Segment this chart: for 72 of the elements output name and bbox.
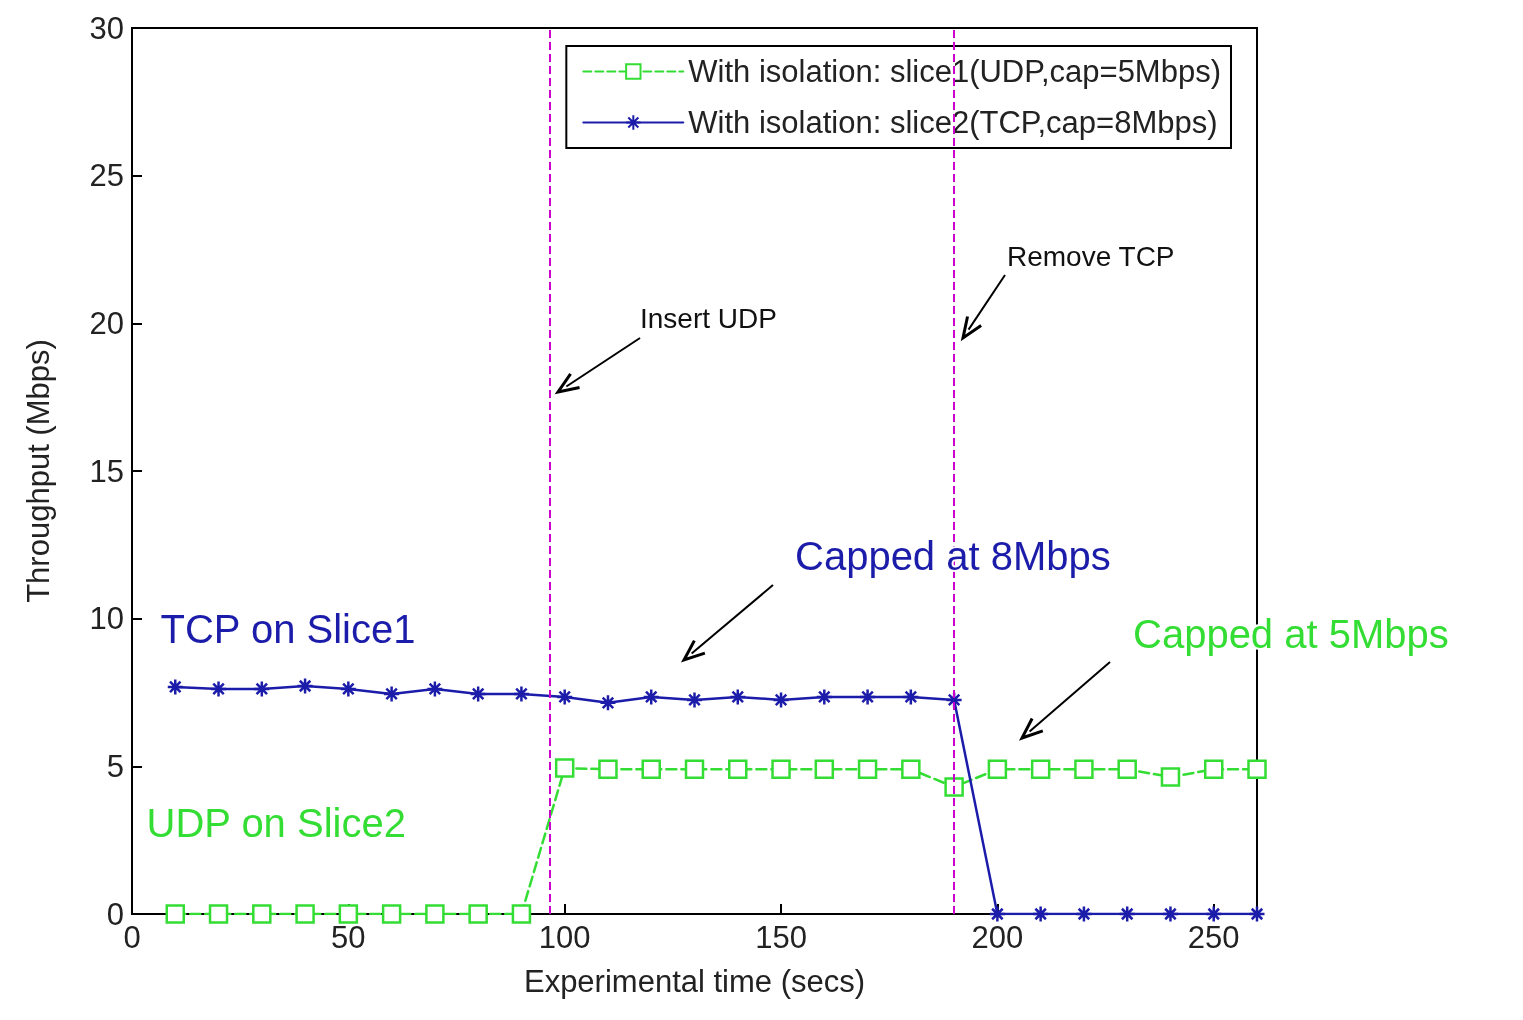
point xyxy=(1248,905,1266,923)
point xyxy=(858,688,877,706)
point xyxy=(1030,759,1051,780)
y-tick-label: 10 xyxy=(89,601,124,637)
point xyxy=(208,904,229,924)
point xyxy=(554,758,575,778)
x-tick-label: 100 xyxy=(538,920,591,955)
x-axis-title: Experimental time (secs) xyxy=(523,964,866,999)
point xyxy=(598,759,618,780)
point xyxy=(772,691,790,709)
y-tick-label: 20 xyxy=(89,305,124,341)
point xyxy=(1204,905,1223,923)
x-tick-label: 200 xyxy=(971,920,1024,955)
point xyxy=(468,904,488,924)
point xyxy=(339,680,358,698)
point xyxy=(987,759,1008,780)
point xyxy=(1031,905,1050,923)
point xyxy=(426,680,444,698)
point xyxy=(1118,905,1136,923)
point xyxy=(1161,905,1180,923)
point xyxy=(209,680,228,698)
point xyxy=(988,905,1007,923)
annotation: Remove TCP xyxy=(1007,241,1175,272)
point xyxy=(1160,767,1181,787)
point xyxy=(857,759,878,780)
point xyxy=(729,688,747,706)
point xyxy=(381,904,402,924)
point xyxy=(425,904,445,924)
point xyxy=(1203,759,1224,780)
point xyxy=(1074,759,1094,780)
x-tick-label: 250 xyxy=(1187,920,1240,955)
point xyxy=(901,759,921,780)
legend-label: With isolation: slice2(TCP,cap=8Mbps) xyxy=(688,105,1218,140)
y-tick-label: 30 xyxy=(89,10,124,46)
point xyxy=(338,904,359,924)
y-tick-label: 5 xyxy=(106,748,124,784)
y-tick-label: 15 xyxy=(89,453,124,489)
y-tick-label: 0 xyxy=(106,896,124,932)
point xyxy=(944,777,964,797)
annotation: TCP on Slice1 xyxy=(160,606,416,651)
point xyxy=(1117,759,1137,780)
annotation: Insert UDP xyxy=(640,303,777,334)
point xyxy=(599,694,617,712)
point xyxy=(166,678,185,696)
x-tick-label: 50 xyxy=(331,920,366,955)
annotation: UDP on Slice2 xyxy=(146,800,406,845)
point xyxy=(641,759,661,780)
point xyxy=(814,759,835,780)
point xyxy=(296,677,314,695)
point xyxy=(771,759,791,780)
point xyxy=(469,685,487,703)
point xyxy=(555,688,574,706)
point xyxy=(295,904,315,924)
point xyxy=(684,759,705,780)
x-tick-label: 150 xyxy=(755,920,807,955)
point xyxy=(902,688,920,706)
point xyxy=(642,688,660,706)
y-axis-title: Throughput (Mbps) xyxy=(21,339,56,603)
point xyxy=(728,759,748,780)
point xyxy=(815,688,834,706)
point xyxy=(1075,905,1093,923)
point xyxy=(685,691,704,709)
point xyxy=(252,904,272,924)
point xyxy=(253,680,271,698)
legend-label: With isolation: slice1(UDP,cap=5Mbps) xyxy=(688,54,1222,89)
point xyxy=(512,685,531,703)
point xyxy=(1247,759,1267,780)
point xyxy=(511,904,532,924)
point xyxy=(165,904,186,924)
y-tick-label: 25 xyxy=(89,158,124,194)
annotation: Capped at 8Mbps xyxy=(795,534,1111,578)
point xyxy=(382,685,401,703)
